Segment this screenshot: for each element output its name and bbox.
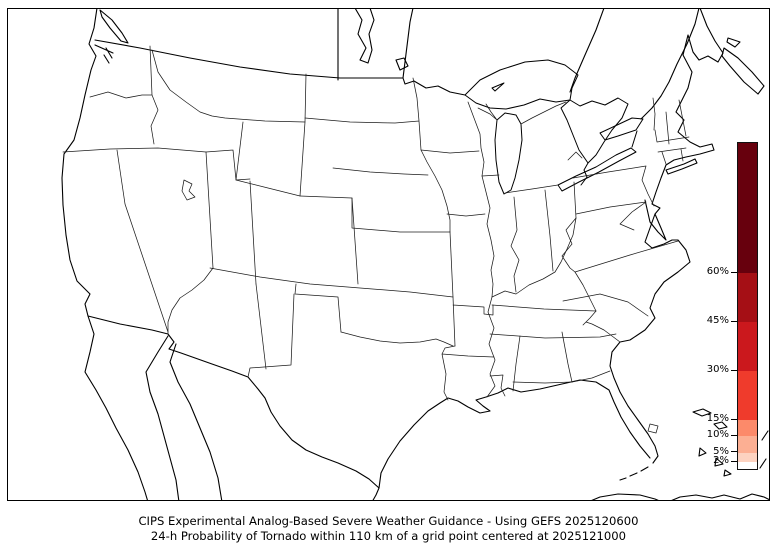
us-mexico-border	[87, 315, 380, 501]
nv-ut-borders	[205, 149, 251, 269]
canada-province-border	[337, 9, 414, 81]
colorbar-tick-label-5: 5%	[713, 445, 729, 457]
az-nm-border	[255, 283, 267, 370]
parallel-37n	[209, 267, 454, 298]
va-nc-ky-borders	[574, 240, 679, 312]
colorbar-tick-label-15: 15%	[706, 413, 729, 425]
colorbar-tick-5	[731, 451, 737, 453]
baja-california-west-coast	[84, 315, 149, 501]
colorbar-segment-15-30	[738, 371, 757, 421]
wi-borders	[467, 101, 500, 177]
missouri-river-border	[420, 149, 451, 233]
vancouver-island	[94, 9, 129, 64]
mississippi-river-lower	[486, 296, 496, 398]
pa-nj-md-borders	[572, 165, 655, 231]
colorbar-segment-2-5	[738, 452, 757, 463]
map-frame	[7, 8, 770, 501]
colorbar-tick-60	[731, 271, 737, 273]
baja-california-gulf-coast	[145, 335, 180, 501]
long-island	[665, 158, 698, 175]
wa-or-id-borders	[89, 45, 159, 145]
colorbar-tick-label-45: 45%	[706, 315, 729, 327]
new-brunswick-coast	[682, 9, 724, 89]
co-borders	[249, 180, 359, 285]
lake-ontario	[599, 117, 644, 141]
new-england-borders	[652, 97, 690, 165]
colorado-river-borders	[167, 267, 214, 335]
state-borders	[62, 45, 690, 434]
colorbar-tick-30	[731, 369, 737, 371]
tx-ok-panhandle-borders	[247, 283, 342, 378]
nova-scotia	[721, 37, 765, 95]
colorbar-segment-45-60	[738, 273, 757, 323]
lake-superior	[464, 59, 579, 110]
caption-line-2: 24-h Probability of Tornado within 110 k…	[150, 529, 627, 543]
florida-keys	[619, 466, 649, 481]
red-river-border	[340, 331, 454, 347]
great-lakes	[464, 59, 644, 195]
wy-borders	[235, 121, 306, 197]
lake-michigan	[494, 112, 523, 195]
atlantic-gulf-coastline	[378, 87, 715, 489]
ohio-river-border	[491, 217, 577, 298]
colorbar-tick-label-10: 10%	[706, 429, 729, 441]
colorbar-tick-label-60: 60%	[706, 266, 729, 278]
dakotas-mn-borders	[304, 77, 480, 154]
la-ms-border	[489, 374, 506, 397]
lake-erie	[557, 147, 637, 192]
ky-tn-borders	[489, 304, 617, 339]
ga-sc-nc-borders	[562, 293, 649, 343]
colorbar-segment-30-45	[738, 322, 757, 372]
pacific-coastline	[61, 9, 98, 317]
parallel-42n	[62, 147, 207, 153]
lake-okeechobee	[647, 423, 659, 434]
wv-border	[561, 217, 577, 273]
ne-sd-borders	[332, 167, 451, 233]
lake-winnipeg	[354, 9, 409, 71]
colorbar-tick-45	[731, 320, 737, 322]
great-salt-lake	[181, 179, 196, 201]
ar-la-tx-borders	[441, 345, 495, 401]
us-canada-border	[94, 39, 466, 96]
colorbar-tick-label-30: 30%	[706, 364, 729, 376]
ottawa-river	[569, 9, 605, 93]
ca-nv-border	[116, 149, 169, 333]
mississippi-river-upper	[481, 175, 495, 298]
lake-huron-georgian-bay	[560, 97, 629, 164]
bahamas-islands	[692, 408, 769, 477]
mo-ks-ok-borders	[446, 213, 494, 347]
probability-colorbar	[737, 142, 758, 470]
il-in-oh-borders	[504, 181, 577, 293]
st-lawrence-river	[640, 9, 700, 120]
mt-borders	[151, 49, 307, 123]
caption-line-1: CIPS Experimental Analog-Based Severe We…	[138, 514, 639, 528]
colorbar-tick-15	[731, 418, 737, 420]
niagara-stclair-rivers	[580, 130, 638, 186]
map-coastlines-and-borders	[61, 9, 770, 501]
cuba-coastline	[588, 493, 770, 501]
colorbar-segment-10-15	[738, 420, 757, 437]
colorbar-tick-10	[731, 434, 737, 436]
colorbar-segment-5-10	[738, 436, 757, 453]
colorbar-tick-label-2: 2%	[713, 455, 729, 467]
upper-peninsula-shores	[477, 101, 583, 161]
colorbar-segment-60-100	[738, 143, 757, 274]
colorbar-segment-0-2	[738, 462, 757, 469]
colorbar-tick-2	[731, 460, 737, 463]
fl-north-border	[512, 370, 611, 384]
mexico-mainland-coast	[169, 343, 223, 501]
